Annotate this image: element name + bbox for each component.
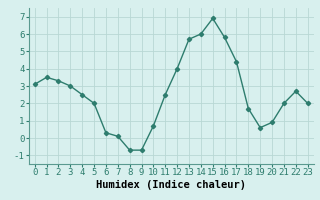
X-axis label: Humidex (Indice chaleur): Humidex (Indice chaleur): [96, 180, 246, 190]
